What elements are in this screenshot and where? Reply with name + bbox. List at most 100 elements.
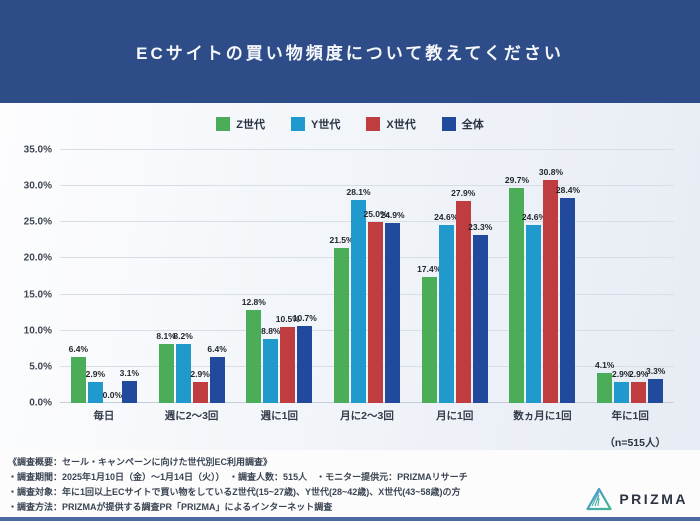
bar-Y世代-3: 28.1% — [346, 187, 371, 403]
chart-section: Z世代 Y世代 X世代 全体 35.0% 30.0% 25.0% 20.0% 15.0% 10.… — [0, 103, 700, 450]
bar-全体-3: 24.9% — [380, 210, 405, 403]
y-tick-label: 5.0% — [29, 361, 52, 373]
bar-value-label: 2.9% — [611, 369, 632, 380]
x-label-1: 週に2〜3回 — [164, 410, 219, 422]
page-title: ECサイトの買い物頻度について教えてください — [136, 44, 564, 63]
gridline — [60, 329, 674, 331]
legend-item-2: X世代 — [366, 116, 416, 132]
bar-value-label: 24.9% — [380, 210, 405, 221]
bar-value-label: 23.3% — [468, 221, 493, 232]
bar-Z世代-2: 12.8% — [242, 297, 266, 403]
legend-label: Z世代 — [236, 119, 266, 131]
bar-groups: 6.4% 2.9% 0.0% 3.1% 8.1% 8.2% 2.9% 6.4% 12.8% 8.8… — [60, 150, 674, 403]
gridline — [60, 185, 674, 187]
chart-legend: Z世代 Y世代 X世代 全体 — [0, 116, 700, 132]
bar-value-label: 3.1% — [119, 367, 140, 378]
bar-value-label: 25.0% — [363, 209, 388, 220]
bar-group-6: 4.1% 2.9% 2.9% 3.3% — [586, 150, 674, 403]
footer-line-0: 《調査概要：セール・キャンペーンに向けた世代別EC利用調査》 — [8, 457, 273, 467]
bar-X世代-4: 27.9% — [451, 188, 475, 403]
bar-Y世代-0: 2.9% — [86, 369, 105, 403]
bar-Y世代-4: 24.6% — [434, 212, 458, 403]
bar-value-label: 6.4% — [207, 343, 227, 354]
bottom-margin — [0, 521, 700, 525]
bar-value-label: 8.1% — [156, 331, 176, 342]
bar-Y世代-6: 2.9% — [612, 369, 631, 403]
gridline — [60, 149, 674, 150]
bar-value-label: 21.5% — [329, 234, 354, 245]
bar-value-label: 2.9% — [190, 369, 210, 380]
bar-value-label: 2.9% — [628, 369, 649, 380]
legend-swatch — [366, 117, 381, 131]
legend-swatch — [441, 117, 456, 131]
x-label-0: 毎日 — [93, 410, 115, 422]
y-axis: 35.0% 30.0% 25.0% 20.0% 15.0% 10.0% 5.0% 0.0% — [0, 145, 60, 409]
bar-value-label: 3.3% — [645, 366, 666, 377]
bar-value-label: 8.8% — [261, 326, 281, 337]
x-label-6: 年に1回 — [611, 410, 649, 422]
brand-name: PRIZMA — [619, 491, 688, 507]
title-banner: ECサイトの買い物頻度について教えてください — [0, 0, 700, 103]
y-tick-label: 15.0% — [23, 289, 52, 301]
bar-Z世代-3: 21.5% — [329, 235, 354, 403]
bar-X世代-2: 10.5% — [276, 314, 300, 403]
bar-Y世代-5: 24.6% — [522, 212, 546, 403]
bar-X世代-6: 2.9% — [629, 369, 648, 403]
bar-Y世代-1: 8.2% — [173, 331, 193, 403]
x-label-4: 月に1回 — [436, 410, 474, 422]
plot-area: 6.4% 2.9% 0.0% 3.1% 8.1% 8.2% 2.9% 6.4% 12.8% 8.8… — [60, 149, 674, 403]
legend-label: X世代 — [386, 119, 416, 131]
legend-item-0: Z世代 — [216, 116, 265, 132]
bar-value-label: 24.6% — [434, 212, 459, 223]
x-label-3: 月に2〜3回 — [340, 410, 394, 422]
footer-line-2: ・調査対象：年に1回以上ECサイトで買い物をしているZ世代(15~27歳)、Y世… — [8, 487, 461, 497]
brand-logo: PRIZMA — [586, 487, 688, 511]
bar-全体-4: 23.3% — [468, 222, 492, 403]
bar-group-3: 21.5% 28.1% 25.0% 24.9% — [323, 150, 411, 403]
bar-Z世代-4: 17.4% — [417, 264, 441, 403]
y-tick-label: 20.0% — [23, 252, 52, 264]
prizma-triangle-icon — [586, 487, 612, 511]
bar-value-label: 24.6% — [521, 212, 547, 223]
bar-Z世代-6: 4.1% — [595, 360, 614, 403]
bar-Z世代-5: 29.7% — [505, 175, 529, 403]
bar-X世代-5: 30.8% — [539, 167, 563, 403]
bar-全体-5: 28.4% — [556, 185, 580, 403]
bar-value-label: 29.7% — [504, 175, 530, 186]
gridline — [60, 293, 674, 295]
legend-swatch — [291, 117, 306, 131]
x-label-5: 数ヵ月に1回 — [513, 410, 572, 422]
bar-value-label: 12.8% — [241, 297, 266, 308]
gridline — [60, 257, 674, 259]
bar-value-label: 10.7% — [292, 312, 317, 323]
gridline — [60, 402, 674, 403]
bar-全体-2: 10.7% — [293, 313, 317, 403]
bar-Z世代-0: 6.4% — [69, 344, 88, 403]
survey-footer: 《調査概要：セール・キャンペーンに向けた世代別EC利用調査》・調査期間：2025… — [0, 450, 700, 517]
bar-value-label: 27.9% — [451, 188, 476, 199]
bar-全体-0: 3.1% — [120, 368, 139, 403]
y-tick-label: 30.0% — [23, 180, 52, 192]
y-tick-label: 35.0% — [23, 144, 52, 156]
bar-value-label: 2.9% — [85, 369, 106, 380]
bar-全体-6: 3.3% — [646, 366, 665, 403]
bar-value-label: 17.4% — [417, 264, 442, 275]
bar-value-label: 28.4% — [555, 184, 581, 195]
bar-value-label: 0.0% — [102, 390, 123, 400]
bar-value-label: 10.5% — [275, 314, 300, 325]
footer-line-1: ・調査期間：2025年1月10日（金）〜1月14日（火）） ・調査人数：515人… — [8, 472, 468, 482]
legend-item-1: Y世代 — [291, 116, 340, 132]
bar-Y世代-2: 8.8% — [261, 326, 280, 403]
legend-item-3: 全体 — [441, 116, 484, 132]
footer-line-3: ・調査方法：PRIZMAが提供する調査PR「PRIZMA」によるインターネット調… — [8, 502, 333, 512]
bar-chart: 35.0% 30.0% 25.0% 20.0% 15.0% 10.0% 5.0% 0.0% 6… — [0, 145, 700, 409]
bar-Z世代-1: 8.1% — [156, 331, 176, 403]
footer-lines: 《調査概要：セール・キャンペーンに向けた世代別EC利用調査》・調査期間：2025… — [8, 455, 690, 515]
y-tick-label: 25.0% — [23, 216, 52, 228]
bar-X世代-1: 2.9% — [190, 369, 210, 403]
legend-label: Y世代 — [311, 119, 341, 131]
sample-size-note: （n=515人） — [604, 437, 666, 449]
bar-value-label: 28.1% — [346, 186, 371, 197]
legend-label: 全体 — [461, 119, 484, 131]
